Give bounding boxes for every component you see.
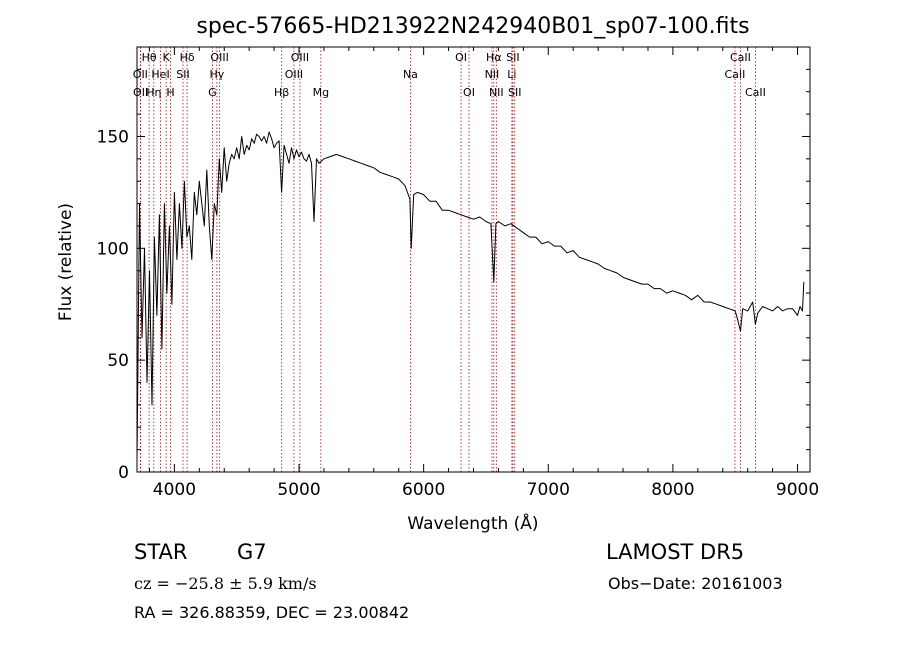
y-tick-label: 0 xyxy=(118,463,129,483)
spectral-line-label: Hδ xyxy=(180,51,195,64)
redshift-velocity: cz = −25.8 ± 5.9 km/s xyxy=(134,574,317,593)
plot-frame xyxy=(136,46,811,473)
x-axis-label: Wavelength (Å) xyxy=(407,512,538,534)
coordinates: RA = 326.88359, DEC = 23.00842 xyxy=(134,603,410,622)
x-tick-label: 9000 xyxy=(776,480,819,500)
spectral-line-label: H xyxy=(166,86,174,99)
spectral-line-label: CaII xyxy=(725,68,746,81)
spectral-line-label: Hα xyxy=(486,51,502,64)
axes: 4000 5000 6000 7000 8000 9000 0 50 100 150 xyxy=(97,47,819,500)
spectral-line-label: OI xyxy=(455,51,467,64)
spectral-line-label: Mg xyxy=(313,86,329,99)
survey-name: LAMOST DR5 xyxy=(606,540,745,564)
spectral-line-label: Hβ xyxy=(274,86,289,99)
spectral-line-label: Li xyxy=(507,68,516,81)
object-class: STAR xyxy=(134,540,188,564)
chart-title: spec-57665-HD213922N242940B01_sp07-100.f… xyxy=(196,14,749,39)
spectral-line-label: OIII xyxy=(210,51,228,64)
spectral-line-label: K xyxy=(163,51,171,64)
spectral-line-markers: OIIOIIHθHηHeIKHSIIHδGHγOIIIHβOIIIOIIIMgN… xyxy=(133,47,766,472)
spectral-line-label: Hθ xyxy=(142,51,157,64)
spectral-line-label: CaII xyxy=(730,51,751,64)
spectral-line-label: Hη xyxy=(146,86,161,99)
x-tick-label: 4000 xyxy=(153,480,196,500)
x-tick-label: 5000 xyxy=(277,480,320,500)
spectrum-line xyxy=(136,131,805,461)
spectral-line-label: Na xyxy=(403,68,418,81)
observation-date: Obs−Date: 20161003 xyxy=(608,574,783,593)
spectral-line-label: NII xyxy=(489,86,504,99)
spectral-line-label: SII xyxy=(506,51,519,64)
spectral-line-label: OI xyxy=(463,86,475,99)
x-tick-label: 8000 xyxy=(651,480,694,500)
y-tick-label: 150 xyxy=(97,127,129,147)
spectral-line-label: SII xyxy=(176,68,189,81)
x-tick-label: 6000 xyxy=(402,480,445,500)
spectral-line-label: HeI xyxy=(151,68,169,81)
y-axis-label: Flux (relative) xyxy=(56,203,76,321)
spectral-line-label: G xyxy=(208,86,217,99)
spectral-line-label: OIII xyxy=(291,51,309,64)
spectral-line-label: OIII xyxy=(285,68,303,81)
spectral-line-label: SII xyxy=(508,86,521,99)
spectral-subclass: G7 xyxy=(237,540,267,564)
spectral-line-label: NII xyxy=(485,68,500,81)
x-tick-label: 7000 xyxy=(527,480,570,500)
y-tick-label: 100 xyxy=(97,239,129,259)
spectral-line-label: Hγ xyxy=(209,68,224,81)
spectral-line-label: CaII xyxy=(745,86,766,99)
spectrum-series xyxy=(136,131,805,461)
y-tick-label: 50 xyxy=(107,351,129,371)
